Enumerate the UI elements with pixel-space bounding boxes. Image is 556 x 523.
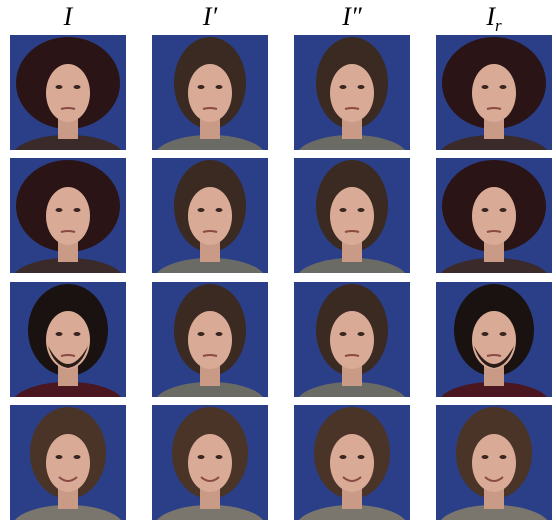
eye (482, 208, 489, 212)
eye (358, 208, 365, 212)
column-header: I′ (152, 2, 268, 32)
eye (482, 332, 489, 336)
eye (198, 85, 205, 89)
mouth (487, 355, 501, 356)
header-text: I′ (203, 2, 217, 31)
face-image (294, 282, 410, 397)
face-image (436, 158, 552, 273)
eye (74, 455, 81, 459)
mouth (203, 355, 217, 356)
mouth (203, 108, 217, 109)
face-image (10, 158, 126, 273)
face-image (10, 282, 126, 397)
face-image (294, 158, 410, 273)
column-header: I (10, 2, 126, 32)
face (330, 187, 374, 245)
face (188, 434, 232, 492)
eye (358, 455, 365, 459)
eye (216, 332, 223, 336)
face (472, 187, 516, 245)
mouth (61, 355, 75, 356)
mouth (61, 108, 75, 109)
face-image (436, 35, 552, 150)
eye (216, 85, 223, 89)
eye (216, 208, 223, 212)
face (330, 64, 374, 122)
face-image (294, 405, 410, 520)
mouth (487, 108, 501, 109)
eye (74, 85, 81, 89)
face (330, 434, 374, 492)
eye (74, 208, 81, 212)
eye (500, 85, 507, 89)
eye (198, 208, 205, 212)
face-image (10, 405, 126, 520)
eye (56, 208, 63, 212)
eye (358, 332, 365, 336)
face (46, 187, 90, 245)
face (472, 311, 516, 369)
header-text: I″ (342, 2, 362, 31)
face (46, 311, 90, 369)
eye (340, 332, 347, 336)
eye (340, 455, 347, 459)
face (188, 311, 232, 369)
eye (500, 208, 507, 212)
face-image (436, 282, 552, 397)
header-text: I (64, 2, 73, 31)
eye (56, 85, 63, 89)
face-image (10, 35, 126, 150)
column-header: I″ (294, 2, 410, 32)
face (188, 64, 232, 122)
eye (482, 85, 489, 89)
face-image (152, 158, 268, 273)
mouth (345, 108, 359, 109)
mouth (345, 231, 359, 232)
face-image (294, 35, 410, 150)
eye (340, 85, 347, 89)
face (472, 64, 516, 122)
eye (500, 455, 507, 459)
mouth (487, 231, 501, 232)
header-text: I (486, 2, 495, 31)
face-image (436, 405, 552, 520)
eye (56, 332, 63, 336)
eye (74, 332, 81, 336)
eye (500, 332, 507, 336)
mouth (203, 231, 217, 232)
eye (358, 85, 365, 89)
face-image (152, 35, 268, 150)
figure: I I′ I″ Ir (0, 0, 556, 523)
eye (216, 455, 223, 459)
face (330, 311, 374, 369)
mouth (345, 355, 359, 356)
header-subscript: r (495, 16, 502, 35)
face (472, 434, 516, 492)
eye (198, 455, 205, 459)
face (188, 187, 232, 245)
eye (198, 332, 205, 336)
face (46, 434, 90, 492)
face-image (152, 405, 268, 520)
eye (56, 455, 63, 459)
eye (340, 208, 347, 212)
face (46, 64, 90, 122)
face-image (152, 282, 268, 397)
mouth (61, 231, 75, 232)
eye (482, 455, 489, 459)
